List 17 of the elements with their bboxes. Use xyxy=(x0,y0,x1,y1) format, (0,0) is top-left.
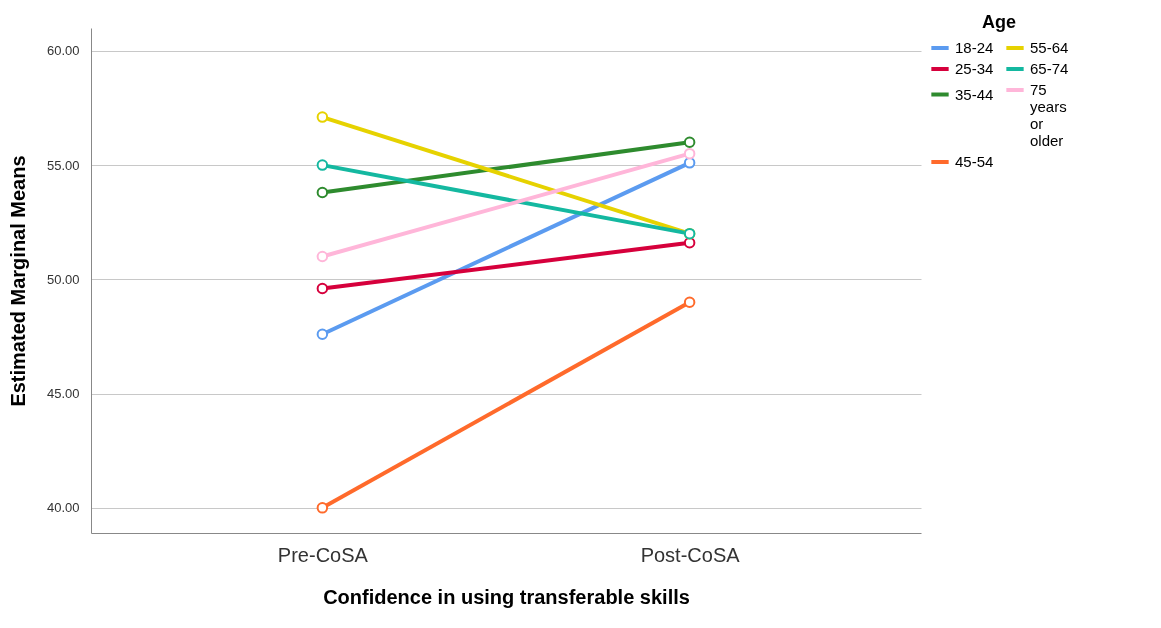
x-axis-title: Confidence in using transferable skills xyxy=(323,585,690,608)
y-axis-title: Estimated Marginal Means xyxy=(6,155,29,407)
legend-title: Age xyxy=(981,12,1017,32)
legend-label: 65-74 xyxy=(1030,60,1069,77)
y-tick-label: 55.00 xyxy=(46,157,80,173)
legend-label: 55-64 xyxy=(1030,39,1069,56)
legend-label: 45-54 xyxy=(955,153,994,170)
y-tick-label: 40.00 xyxy=(46,500,80,516)
legend-label: 18-24 xyxy=(955,39,994,56)
legend-label: 75 years or older xyxy=(1030,81,1067,149)
x-tick-label: Pre-CoSA xyxy=(277,543,369,566)
y-tick-label: 45.00 xyxy=(46,386,80,402)
x-tick-label: Post-CoSA xyxy=(640,543,741,566)
legend-label: 35-44 xyxy=(955,85,994,103)
y-tick-label: 50.00 xyxy=(46,271,80,287)
y-tick-label: 60.00 xyxy=(46,43,80,59)
legend-label: 25-34 xyxy=(955,60,994,77)
